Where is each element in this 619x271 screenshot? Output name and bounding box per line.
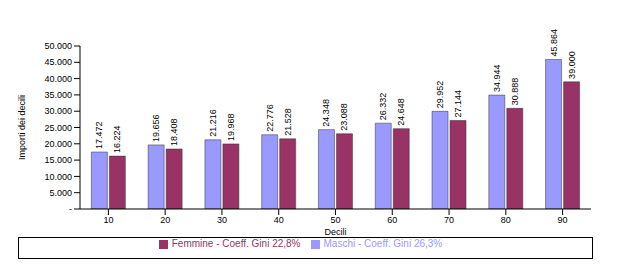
svg-text:16.224: 16.224 [112, 126, 122, 154]
svg-text:15.000: 15.000 [44, 155, 72, 165]
svg-text:29.952: 29.952 [435, 81, 445, 109]
svg-text:23.088: 23.088 [339, 103, 349, 131]
svg-text:-: - [69, 204, 72, 214]
svg-text:30.888: 30.888 [510, 78, 520, 106]
svg-text:22.776: 22.776 [265, 104, 275, 132]
svg-text:50.000: 50.000 [44, 41, 72, 51]
svg-text:21.528: 21.528 [283, 108, 293, 136]
svg-text:24.348: 24.348 [321, 99, 331, 127]
svg-text:50: 50 [330, 215, 340, 225]
svg-text:80: 80 [501, 215, 511, 225]
svg-text:40: 40 [274, 215, 284, 225]
svg-text:10.000: 10.000 [44, 172, 72, 182]
svg-text:70: 70 [444, 215, 454, 225]
html-text:Femmine - Coeff. Gini 22,8%: Femmine - Coeff. Gini 22,8% [171, 238, 301, 249]
svg-text:17.472: 17.472 [94, 122, 104, 150]
svg-text:26.332: 26.332 [378, 93, 388, 121]
svg-text:10: 10 [103, 215, 113, 225]
svg-text:Importi dei decili: Importi dei decili [17, 95, 27, 160]
svg-text:45.000: 45.000 [44, 57, 72, 67]
svg-text:20.000: 20.000 [44, 139, 72, 149]
svg-text:19.968: 19.968 [226, 113, 236, 141]
svg-text:30: 30 [217, 215, 227, 225]
svg-text:25.000: 25.000 [44, 123, 72, 133]
svg-text:35.000: 35.000 [44, 90, 72, 100]
svg-text:27.144: 27.144 [453, 90, 463, 118]
svg-text:45.864: 45.864 [549, 29, 559, 57]
svg-text:5.000: 5.000 [49, 188, 72, 198]
svg-text:18.408: 18.408 [169, 118, 179, 146]
svg-text:34.944: 34.944 [492, 65, 502, 93]
svg-text:90: 90 [558, 215, 568, 225]
svg-text:21.216: 21.216 [208, 109, 218, 137]
svg-text:60: 60 [387, 215, 397, 225]
svg-text:40.000: 40.000 [44, 74, 72, 84]
svg-text:Decili: Decili [324, 227, 346, 237]
svg-text:19.656: 19.656 [151, 114, 161, 142]
svg-text:20: 20 [160, 215, 170, 225]
svg-text:39.000: 39.000 [567, 51, 577, 79]
html-text:Maschi - Coeff. Gini 26,3%: Maschi - Coeff. Gini 26,3% [323, 238, 443, 249]
svg-text:24.648: 24.648 [396, 98, 406, 126]
svg-text:30.000: 30.000 [44, 106, 72, 116]
